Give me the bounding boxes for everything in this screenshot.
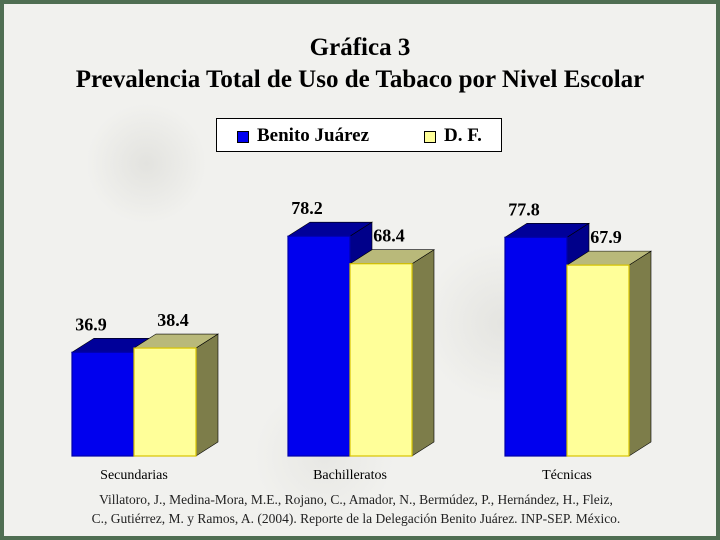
value-label-d-f-secundarias: 38.4 [157, 310, 189, 330]
bar-d-f-tecnicas [566, 264, 630, 457]
value-label-d-f-bachilleratos: 68.4 [373, 226, 405, 246]
category-label-tecnicas: Técnicas [542, 468, 592, 483]
legend-swatch-df [424, 131, 436, 143]
bar-benito-juarez-tecnicas [504, 236, 568, 457]
bar-benito-juarez-secundarias [71, 351, 135, 457]
value-label-d-f-tecnicas: 67.9 [590, 227, 622, 247]
chart-legend: Benito Juárez D. F. [216, 118, 502, 152]
bar-d-f-secundarias [133, 347, 197, 457]
value-label-benito-juarez-secundarias: 36.9 [75, 314, 107, 334]
citation: Villatoro, J., Medina-Mora, M.E., Rojano… [0, 490, 712, 528]
citation-line2: C., Gutiérrez, M. y Ramos, A. (2004). Re… [91, 511, 621, 526]
category-label-bachilleratos: Bachilleratos [313, 468, 387, 483]
legend-swatch-benito-juarez [237, 131, 249, 143]
bar-benito-juarez-bachilleratos [287, 235, 351, 457]
category-label-secundarias: Secundarias [100, 468, 168, 483]
chart-title-line2: Prevalencia Total de Uso de Tabaco por N… [75, 66, 645, 93]
bar-d-f-bachilleratos [349, 263, 413, 457]
chart-title-line1: Gráfica 3 [309, 34, 411, 61]
legend-label-df: D. F. [444, 125, 482, 146]
bar-d-f-bachilleratos-side [411, 249, 435, 457]
legend-label-benito-juarez: Benito Juárez [257, 125, 370, 146]
value-label-benito-juarez-tecnicas: 77.8 [508, 199, 540, 219]
citation-line1: Villatoro, J., Medina-Mora, M.E., Rojano… [99, 492, 613, 507]
bar-d-f-secundarias-side [195, 333, 219, 457]
bar-d-f-tecnicas-side [628, 250, 652, 457]
value-label-benito-juarez-bachilleratos: 78.2 [291, 198, 323, 218]
